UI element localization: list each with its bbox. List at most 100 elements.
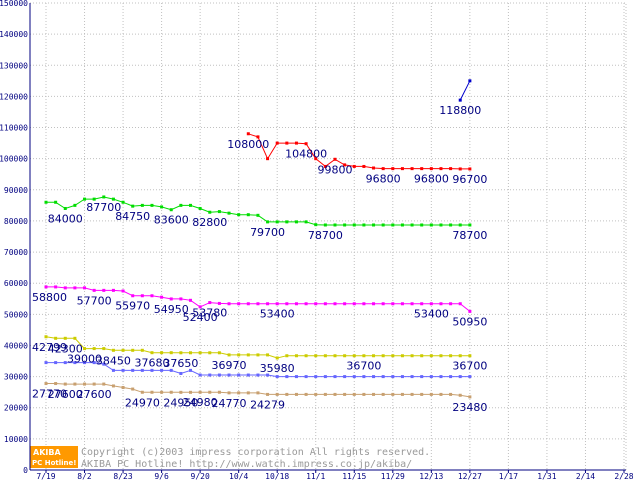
data-point: [429, 223, 433, 227]
data-point: [458, 393, 462, 397]
data-label: 38450: [96, 354, 131, 367]
data-point: [102, 382, 106, 386]
data-point: [217, 210, 221, 214]
data-point: [140, 294, 144, 298]
data-point: [410, 302, 414, 306]
data-point: [160, 205, 164, 209]
series-group: [44, 79, 472, 399]
data-point: [237, 391, 241, 395]
data-point: [54, 285, 58, 289]
data-point: [314, 354, 318, 358]
y-tick-label: 150000: [0, 0, 28, 8]
data-point: [294, 141, 298, 145]
data-label: 96700: [452, 173, 487, 186]
data-point: [169, 390, 173, 394]
data-point: [323, 392, 327, 396]
data-point: [352, 302, 356, 306]
data-point: [294, 220, 298, 224]
data-point: [121, 289, 125, 293]
data-point: [275, 392, 279, 396]
data-point: [458, 302, 462, 306]
data-point: [352, 375, 356, 379]
data-point: [54, 336, 58, 340]
x-tick-label: 11/15: [342, 472, 366, 480]
data-point: [429, 167, 433, 171]
x-tick-label: 1/31: [537, 472, 556, 480]
series-3: [44, 335, 472, 360]
data-label: 35980: [260, 362, 295, 375]
data-point: [131, 204, 135, 208]
x-tick-label: 9/6: [154, 472, 169, 480]
data-point: [410, 167, 414, 171]
data-point: [54, 361, 58, 365]
data-point: [420, 167, 424, 171]
data-point: [179, 351, 183, 355]
data-point: [63, 382, 67, 386]
x-tick-label: 12/13: [419, 472, 443, 480]
y-tick-label: 20000: [4, 404, 28, 413]
data-point: [63, 206, 67, 210]
data-point: [439, 375, 443, 379]
y-tick-label: 30000: [4, 373, 28, 382]
data-point: [131, 348, 135, 352]
data-point: [121, 348, 125, 352]
x-tick-label: 2/14: [576, 472, 595, 480]
data-label: 78700: [308, 229, 343, 242]
data-label: 53400: [414, 308, 449, 321]
data-point: [275, 220, 279, 224]
x-tick-label: 9/20: [191, 472, 210, 480]
data-point: [198, 351, 202, 355]
y-tick-label: 140000: [0, 30, 28, 39]
data-point: [73, 361, 77, 365]
data-point: [314, 392, 318, 396]
data-point: [92, 288, 96, 292]
data-point: [285, 392, 289, 396]
data-label: 84750: [115, 210, 150, 223]
data-point: [150, 203, 154, 207]
data-point: [468, 354, 472, 358]
data-point: [468, 79, 472, 83]
data-point: [439, 302, 443, 306]
data-point: [169, 208, 173, 212]
data-point: [294, 354, 298, 358]
x-tick-label: 8/23: [113, 472, 132, 480]
y-tick-label: 10000: [4, 435, 28, 444]
x-tick-label: 10/4: [229, 472, 248, 480]
data-point: [362, 354, 366, 358]
data-label: 37650: [163, 357, 198, 370]
series-2: [44, 285, 472, 313]
data-point: [73, 336, 77, 340]
akiba-logo-bottom: PC Hotline!: [32, 459, 76, 467]
data-label: 82800: [192, 216, 227, 229]
data-point: [343, 223, 347, 227]
data-point: [304, 354, 308, 358]
watermark: AKIBA PC Hotline! Copyright (c)2003 impr…: [30, 446, 430, 470]
data-point: [121, 200, 125, 204]
data-point: [246, 373, 250, 377]
data-point: [150, 351, 154, 355]
series-line: [459, 80, 471, 101]
data-point: [439, 167, 443, 171]
data-point: [333, 392, 337, 396]
data-point: [468, 223, 472, 227]
data-point: [449, 167, 453, 171]
data-point: [449, 223, 453, 227]
data-point: [83, 382, 87, 386]
data-label: 24970: [125, 396, 160, 409]
x-tick-label: 12/27: [458, 472, 482, 480]
data-point: [275, 141, 279, 145]
data-point: [400, 223, 404, 227]
data-point: [63, 361, 67, 365]
data-point: [208, 351, 212, 355]
data-label: 96800: [414, 173, 449, 186]
data-point: [237, 302, 241, 306]
data-point: [391, 167, 395, 171]
data-label: 24279: [250, 398, 285, 411]
data-point: [131, 387, 135, 391]
data-label: 53780: [192, 307, 227, 320]
y-tick-label: 80000: [4, 217, 28, 226]
akiba-logo-top: AKIBA: [33, 448, 61, 457]
data-point: [246, 391, 250, 395]
y-tick-label: 70000: [4, 248, 28, 257]
